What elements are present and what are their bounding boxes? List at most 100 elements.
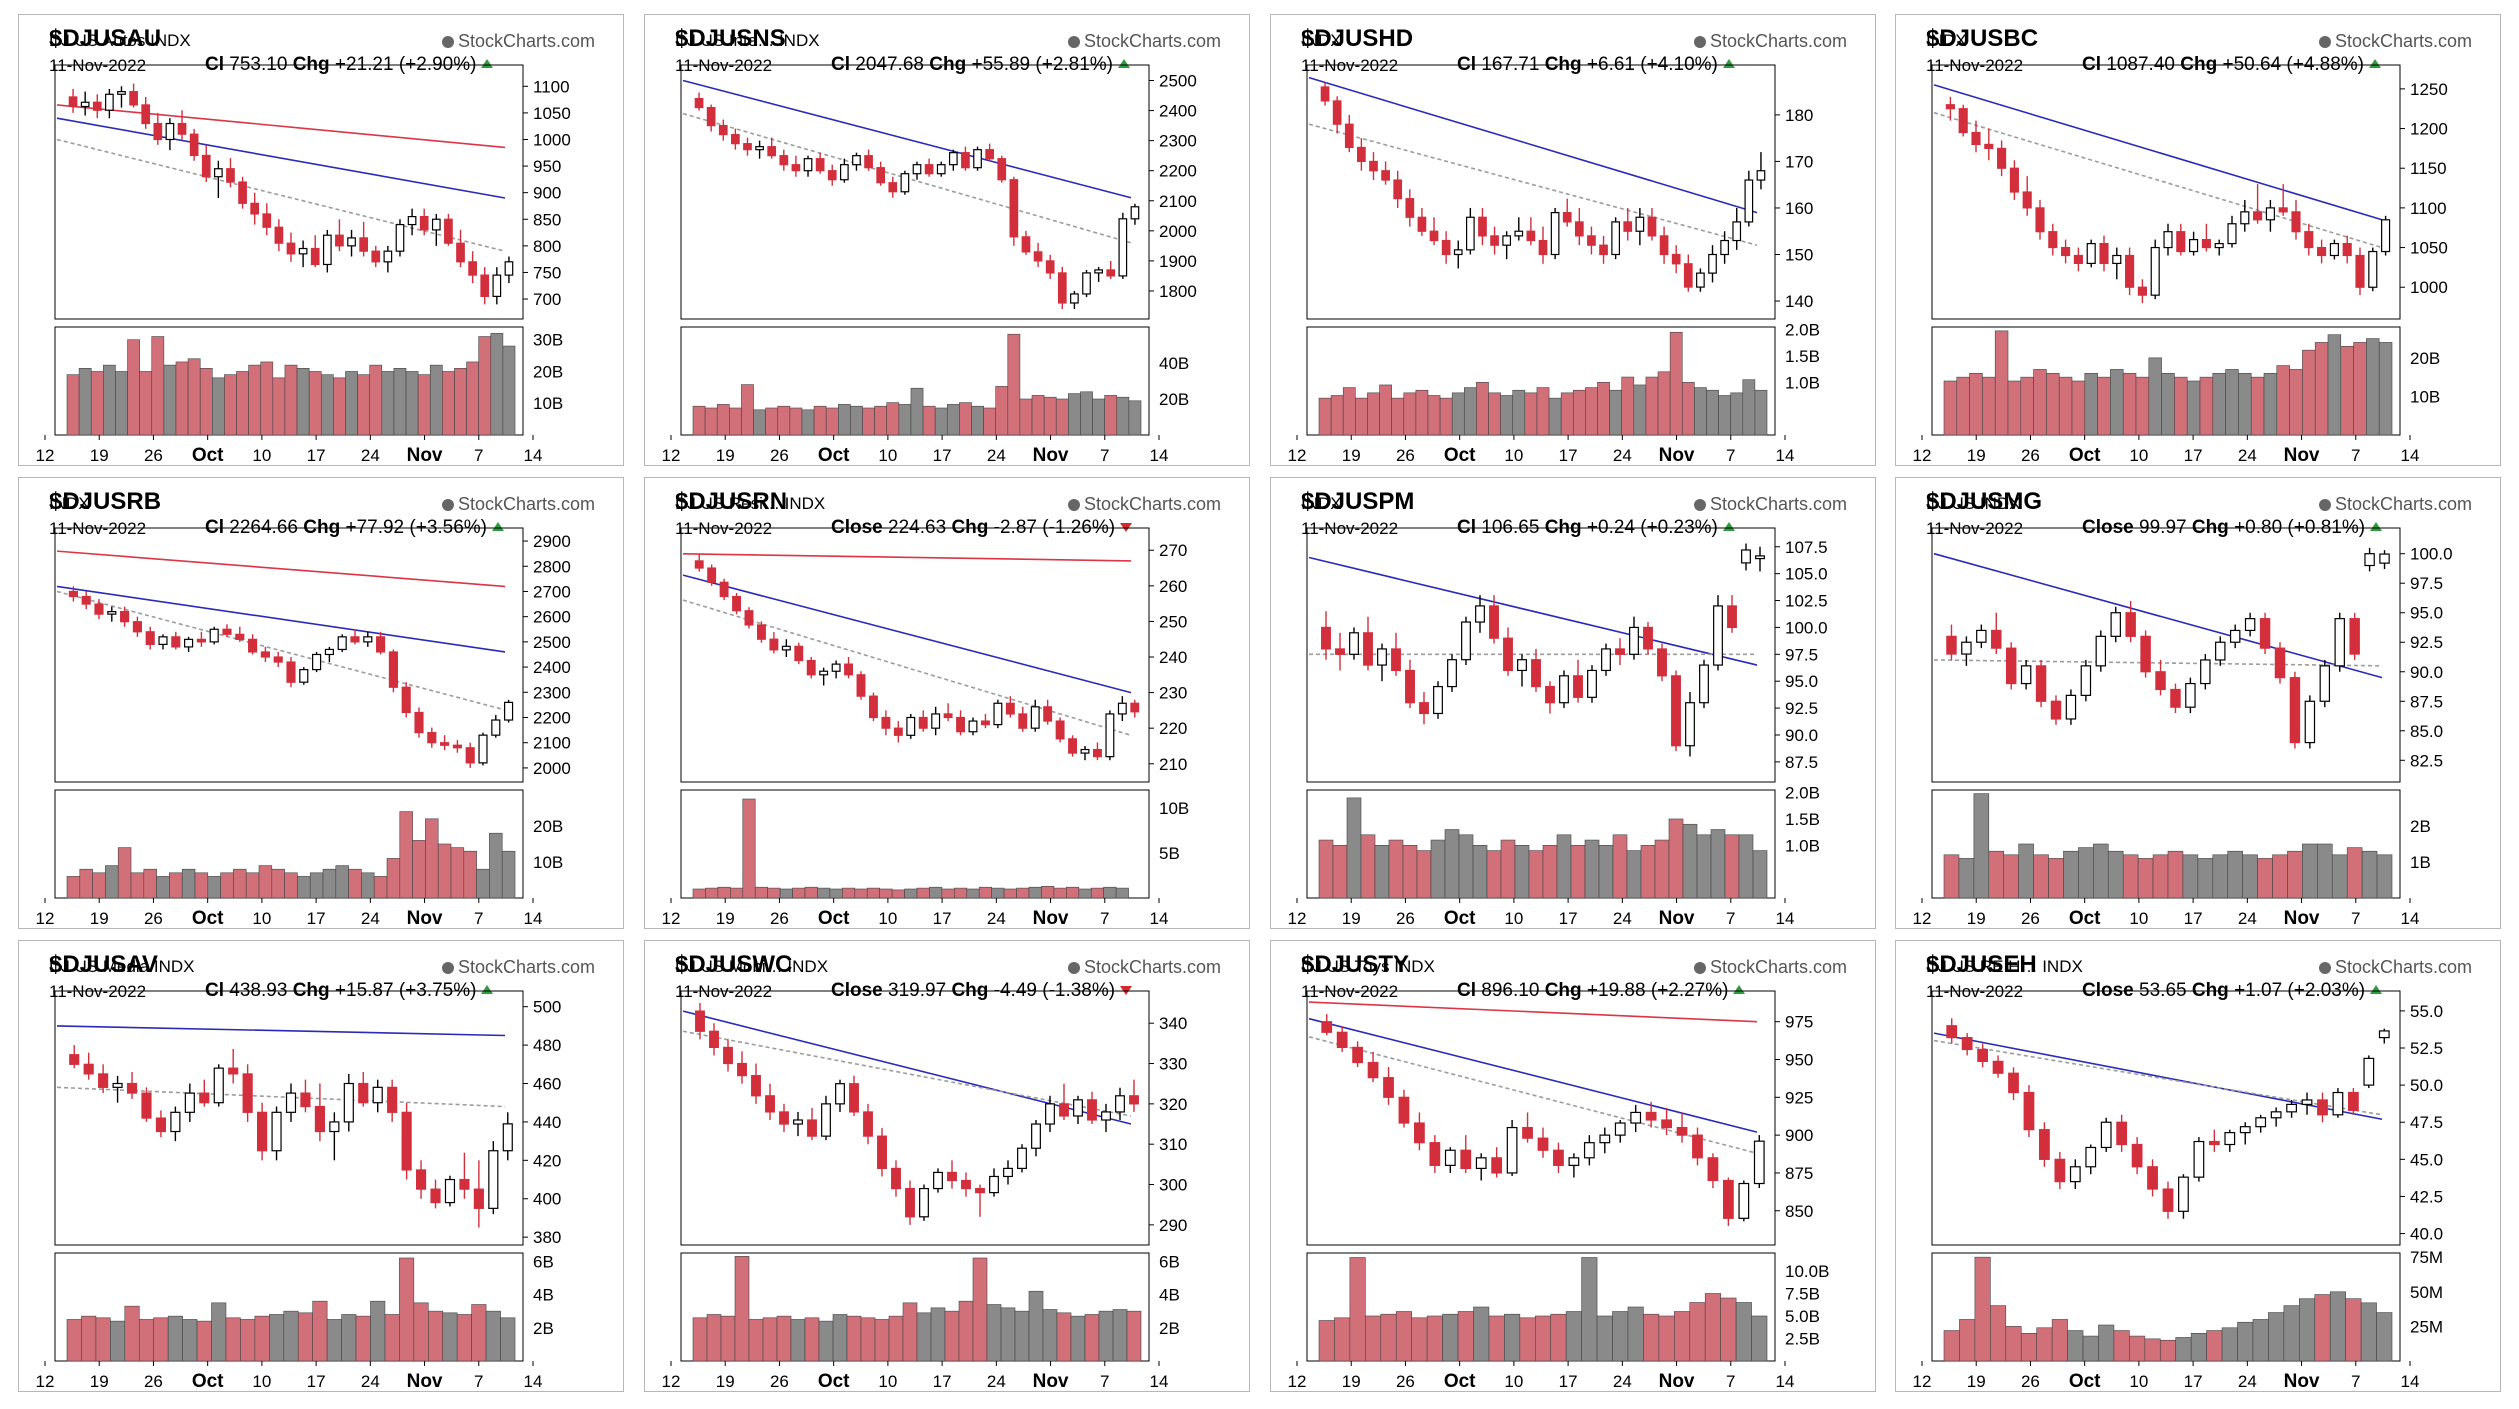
volume-bar: [2257, 858, 2273, 899]
volume-bar: [1080, 391, 1093, 436]
index-name: DJ US Toys INDX: [1301, 957, 1435, 977]
chart-panel-djusmg[interactable]: $DJUSMG DJ US INDX StockCharts.com 11-Nov-2…: [1895, 477, 2501, 929]
candle-body: [1352, 1046, 1364, 1064]
volume-bar: [138, 1319, 155, 1362]
candle-body: [751, 1075, 761, 1097]
y-tick-label: 850: [533, 210, 561, 229]
candle-body: [2363, 1057, 2375, 1086]
volume-bar: [425, 818, 439, 899]
chart-panel-djusrn[interactable]: $DJUSRN DJ US Resi… INDX StockCharts.com 11…: [644, 477, 1250, 929]
candle-body: [452, 744, 462, 749]
volume-bar: [854, 888, 868, 899]
candle-body: [973, 149, 982, 169]
x-tick-label: 14: [524, 1372, 543, 1391]
volume-bar: [489, 832, 503, 899]
candle-body: [2035, 665, 2047, 702]
stockcharts-brand: StockCharts.com: [441, 494, 595, 515]
candle-body: [695, 1010, 705, 1032]
x-tick-label: 24: [2238, 1372, 2257, 1391]
price-frame: [1931, 990, 2401, 1246]
y-tick-label: 150: [1785, 246, 1813, 265]
chart-panel-djusty[interactable]: $DJUSTY DJ US Toys INDX StockCharts.com 11-…: [1270, 940, 1876, 1392]
candle-body: [1045, 1103, 1055, 1125]
volume-bar: [2360, 1302, 2377, 1362]
x-tick-label: 10: [2129, 446, 2148, 465]
x-tick-label: 26: [770, 909, 789, 928]
candle-body: [806, 659, 816, 676]
candle-body: [1336, 1031, 1348, 1049]
candle-body: [1398, 1096, 1410, 1124]
moving-average-line: [682, 599, 1132, 737]
y-tick-label: 750: [533, 263, 561, 282]
candle-body: [1460, 1149, 1472, 1169]
chart-panel-djuseh[interactable]: $DJUSEH DJ US RE H… INDX StockCharts.com 11…: [1895, 940, 2501, 1392]
candle-body: [1545, 685, 1555, 704]
volume-bar: [2093, 843, 2109, 899]
chart-panel-djusau[interactable]: $DJUSAU DJ US Autos INDX StockCharts.com 11…: [18, 14, 624, 466]
volume-bar: [1696, 834, 1712, 899]
x-tick-label: Oct: [2069, 1371, 2101, 1392]
x-tick-label: 17: [307, 909, 326, 928]
candle-body: [1601, 648, 1611, 672]
candle-body: [407, 216, 417, 226]
volume-bar: [705, 887, 719, 899]
x-tick-label: 19: [1342, 446, 1361, 465]
volume-bar: [734, 1256, 750, 1362]
candle-body: [961, 152, 970, 169]
candle-body: [1017, 1147, 1027, 1170]
volume-bar: [1411, 1317, 1428, 1362]
volume-bar: [1598, 845, 1614, 899]
volume-bar: [90, 371, 104, 436]
symbol: $DJUSHD: [1301, 25, 1414, 52]
y-tick-label: 1800: [1159, 282, 1197, 301]
x-tick-label: Nov: [1033, 908, 1069, 929]
chart-svg: 500 480 460 440 420 400 380 6B 4B 2B 12 19 26 Oct 10 17…: [36, 990, 561, 1392]
candle-body: [145, 631, 155, 645]
chart-panel-djuswc[interactable]: $DJUSWC DJ US Mobi… INDX StockCharts.com 11…: [644, 940, 1250, 1392]
candle-body: [1101, 1111, 1111, 1121]
volume-bar: [2242, 854, 2258, 899]
x-tick-label: 26: [144, 909, 163, 928]
chart-panel-djuspm[interactable]: $DJUSPM INDX StockCharts.com 11-Nov-2022 Cl…: [1270, 477, 1876, 929]
volume-bar: [1500, 395, 1514, 436]
moving-average-line: [56, 590, 506, 711]
x-tick-label: 19: [90, 446, 109, 465]
y-tick-label: 45.0: [2410, 1150, 2443, 1169]
x-tick-label: 10: [252, 909, 271, 928]
volume-bar: [175, 361, 189, 436]
candle-body: [2035, 207, 2045, 233]
volume-bar: [1486, 850, 1502, 899]
volume-tick-label: 7.5B: [1785, 1285, 1820, 1304]
candle-body: [849, 1083, 859, 1113]
volume-bar: [196, 1320, 212, 1362]
y-tick-label: 800: [533, 237, 561, 256]
candle-body: [948, 152, 958, 166]
volume-bar: [1430, 839, 1446, 899]
chart-panel-djushd[interactable]: $DJUSHD INDX StockCharts.com 11-Nov-2022 Cl…: [1270, 14, 1876, 466]
volume-bar: [1365, 1315, 1382, 1362]
volume-bar: [2331, 854, 2348, 899]
x-tick-label: 10: [2129, 909, 2148, 928]
candle-body: [2009, 167, 2019, 193]
volume-bar: [2051, 1319, 2068, 1362]
chart-panel-djusav[interactable]: $DJUSAV DJ US Media INDX StockCharts.com 11…: [18, 940, 624, 1392]
volume-bar: [1988, 850, 2005, 899]
exchange-label: INDX: [787, 957, 829, 976]
volume-bar: [1000, 1307, 1016, 1362]
candle-body: [155, 1117, 167, 1133]
chart-panel-djusns[interactable]: $DJUSNS DJ US Inte… INDX StockCharts.com 11…: [644, 14, 1250, 466]
x-tick-label: 19: [716, 1372, 735, 1391]
volume-bar: [986, 1304, 1002, 1362]
y-tick-label: 140: [1785, 292, 1813, 311]
chart-panel-djusbc[interactable]: $DJUSBC INDX StockCharts.com 11-Nov-2022 Cl…: [1895, 14, 2501, 466]
chart-panel-djusrb[interactable]: $DJUSRB INDX StockCharts.com 11-Nov-2022 Cl…: [18, 477, 624, 929]
volume-bar: [1318, 1320, 1335, 1362]
y-tick-label: 1900: [1159, 252, 1197, 271]
volume-bar: [1738, 834, 1754, 899]
candle-body: [2355, 254, 2365, 288]
candle-body: [718, 125, 728, 136]
volume-bar: [1550, 1313, 1567, 1362]
x-tick-label: 17: [1559, 446, 1578, 465]
volume-bar: [829, 888, 843, 899]
candle-body: [2244, 618, 2256, 632]
